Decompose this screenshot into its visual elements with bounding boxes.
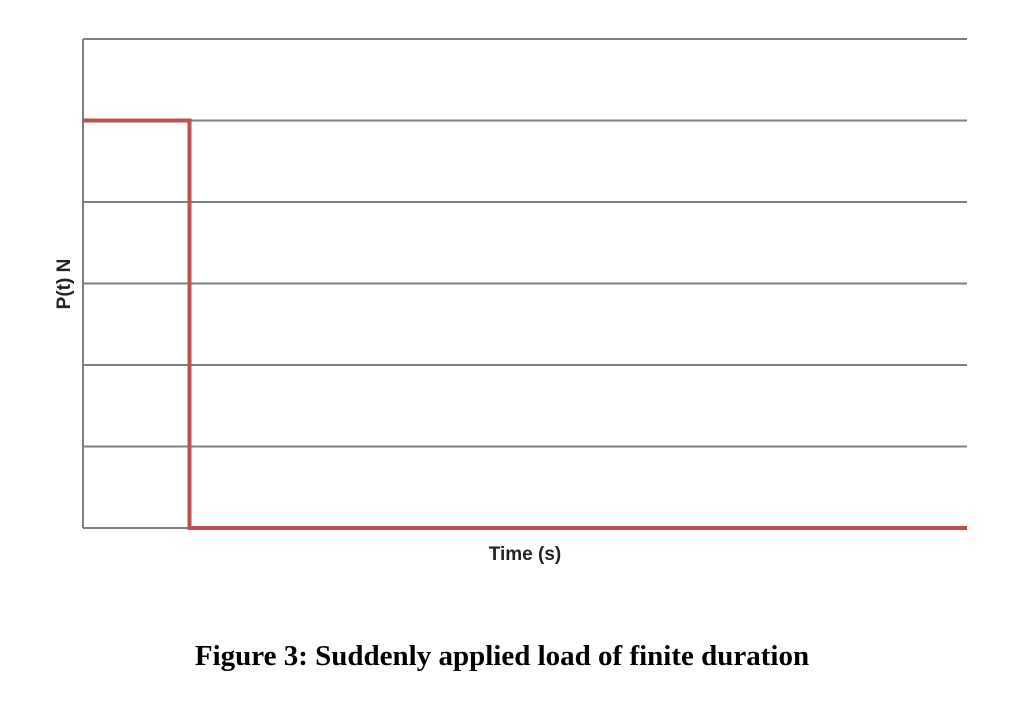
chart: Time (s) P(t) N bbox=[54, 38, 967, 565]
figure-caption: Figure 3: Suddenly applied load of finit… bbox=[194, 640, 810, 672]
series-group bbox=[83, 118, 967, 530]
gridlines bbox=[83, 38, 967, 448]
x-axis-label: Time (s) bbox=[489, 544, 562, 565]
series-line bbox=[83, 118, 967, 530]
y-axis-label: P(t) N bbox=[54, 259, 75, 310]
